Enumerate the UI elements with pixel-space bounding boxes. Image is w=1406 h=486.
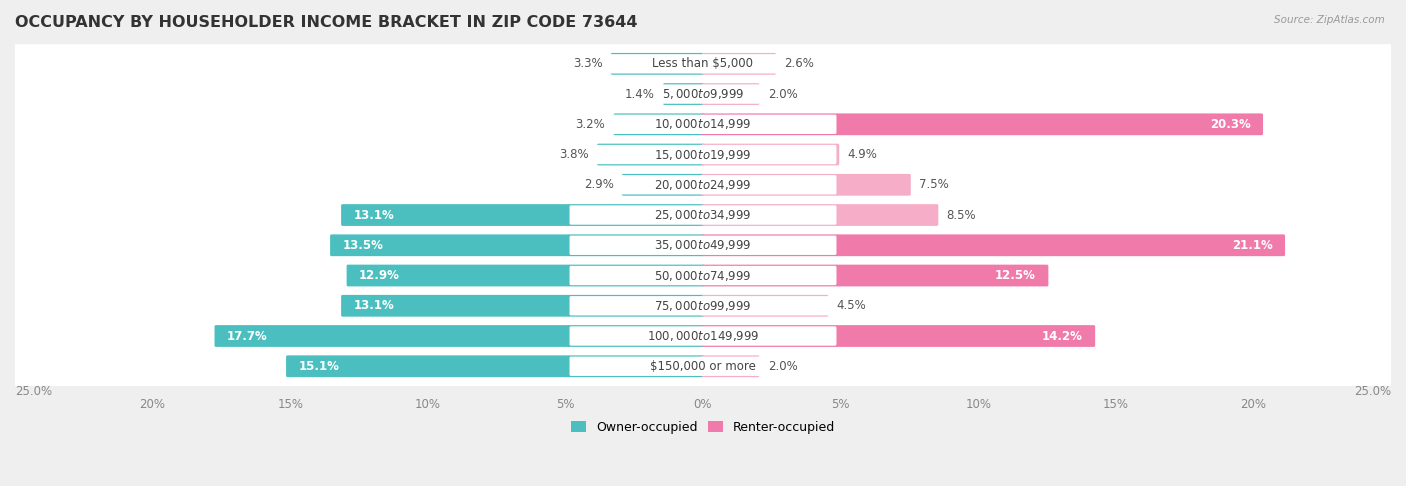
FancyBboxPatch shape <box>215 325 704 347</box>
FancyBboxPatch shape <box>6 135 1400 174</box>
FancyBboxPatch shape <box>6 256 1400 295</box>
Text: $20,000 to $24,999: $20,000 to $24,999 <box>654 178 752 192</box>
FancyBboxPatch shape <box>6 347 1400 386</box>
FancyBboxPatch shape <box>569 266 837 285</box>
FancyBboxPatch shape <box>569 296 837 315</box>
Text: $75,000 to $99,999: $75,000 to $99,999 <box>654 299 752 313</box>
Text: 12.9%: 12.9% <box>359 269 399 282</box>
Text: 2.0%: 2.0% <box>768 87 797 101</box>
FancyBboxPatch shape <box>347 265 704 286</box>
Text: 13.1%: 13.1% <box>353 299 394 312</box>
Text: 13.1%: 13.1% <box>353 208 394 222</box>
FancyBboxPatch shape <box>6 316 1400 356</box>
FancyBboxPatch shape <box>342 295 704 317</box>
FancyBboxPatch shape <box>285 355 704 377</box>
Text: $25,000 to $34,999: $25,000 to $34,999 <box>654 208 752 222</box>
Text: 3.3%: 3.3% <box>572 57 603 70</box>
Text: 14.2%: 14.2% <box>1042 330 1083 343</box>
Text: 13.5%: 13.5% <box>343 239 384 252</box>
FancyBboxPatch shape <box>702 204 938 226</box>
Text: 25.0%: 25.0% <box>1354 384 1391 398</box>
Text: 15.1%: 15.1% <box>298 360 339 373</box>
Text: $50,000 to $74,999: $50,000 to $74,999 <box>654 269 752 282</box>
FancyBboxPatch shape <box>569 357 837 376</box>
Text: $150,000 or more: $150,000 or more <box>650 360 756 373</box>
Legend: Owner-occupied, Renter-occupied: Owner-occupied, Renter-occupied <box>567 416 839 439</box>
Text: $5,000 to $9,999: $5,000 to $9,999 <box>662 87 744 101</box>
FancyBboxPatch shape <box>569 85 837 104</box>
FancyBboxPatch shape <box>613 113 704 135</box>
FancyBboxPatch shape <box>569 206 837 225</box>
Text: 17.7%: 17.7% <box>226 330 267 343</box>
FancyBboxPatch shape <box>569 115 837 134</box>
FancyBboxPatch shape <box>569 175 837 194</box>
Text: 4.9%: 4.9% <box>848 148 877 161</box>
FancyBboxPatch shape <box>6 74 1400 114</box>
Text: 21.1%: 21.1% <box>1232 239 1272 252</box>
FancyBboxPatch shape <box>6 286 1400 326</box>
FancyBboxPatch shape <box>569 236 837 255</box>
FancyBboxPatch shape <box>702 295 828 317</box>
FancyBboxPatch shape <box>598 144 704 165</box>
FancyBboxPatch shape <box>569 145 837 164</box>
FancyBboxPatch shape <box>702 113 1263 135</box>
FancyBboxPatch shape <box>702 265 1049 286</box>
Text: $35,000 to $49,999: $35,000 to $49,999 <box>654 238 752 252</box>
FancyBboxPatch shape <box>6 104 1400 144</box>
FancyBboxPatch shape <box>610 53 704 75</box>
FancyBboxPatch shape <box>6 44 1400 84</box>
Text: 2.9%: 2.9% <box>583 178 613 191</box>
FancyBboxPatch shape <box>702 53 776 75</box>
Text: Less than $5,000: Less than $5,000 <box>652 57 754 70</box>
Text: Source: ZipAtlas.com: Source: ZipAtlas.com <box>1274 15 1385 25</box>
Text: OCCUPANCY BY HOUSEHOLDER INCOME BRACKET IN ZIP CODE 73644: OCCUPANCY BY HOUSEHOLDER INCOME BRACKET … <box>15 15 637 30</box>
FancyBboxPatch shape <box>702 355 759 377</box>
FancyBboxPatch shape <box>569 326 837 346</box>
FancyBboxPatch shape <box>342 204 704 226</box>
Text: 1.4%: 1.4% <box>624 87 655 101</box>
Text: $15,000 to $19,999: $15,000 to $19,999 <box>654 148 752 161</box>
FancyBboxPatch shape <box>664 83 704 105</box>
Text: 3.8%: 3.8% <box>560 148 589 161</box>
Text: 2.6%: 2.6% <box>785 57 814 70</box>
Text: 4.5%: 4.5% <box>837 299 866 312</box>
FancyBboxPatch shape <box>569 54 837 73</box>
FancyBboxPatch shape <box>702 174 911 196</box>
Text: 25.0%: 25.0% <box>15 384 52 398</box>
Text: 12.5%: 12.5% <box>995 269 1036 282</box>
Text: $10,000 to $14,999: $10,000 to $14,999 <box>654 117 752 131</box>
FancyBboxPatch shape <box>702 234 1285 256</box>
Text: 3.2%: 3.2% <box>575 118 606 131</box>
Text: 8.5%: 8.5% <box>946 208 976 222</box>
Text: $100,000 to $149,999: $100,000 to $149,999 <box>647 329 759 343</box>
Text: 20.3%: 20.3% <box>1211 118 1251 131</box>
FancyBboxPatch shape <box>621 174 704 196</box>
FancyBboxPatch shape <box>702 144 839 165</box>
FancyBboxPatch shape <box>6 226 1400 265</box>
FancyBboxPatch shape <box>6 195 1400 235</box>
FancyBboxPatch shape <box>702 325 1095 347</box>
FancyBboxPatch shape <box>330 234 704 256</box>
FancyBboxPatch shape <box>6 165 1400 205</box>
Text: 7.5%: 7.5% <box>920 178 949 191</box>
FancyBboxPatch shape <box>702 83 759 105</box>
Text: 2.0%: 2.0% <box>768 360 797 373</box>
